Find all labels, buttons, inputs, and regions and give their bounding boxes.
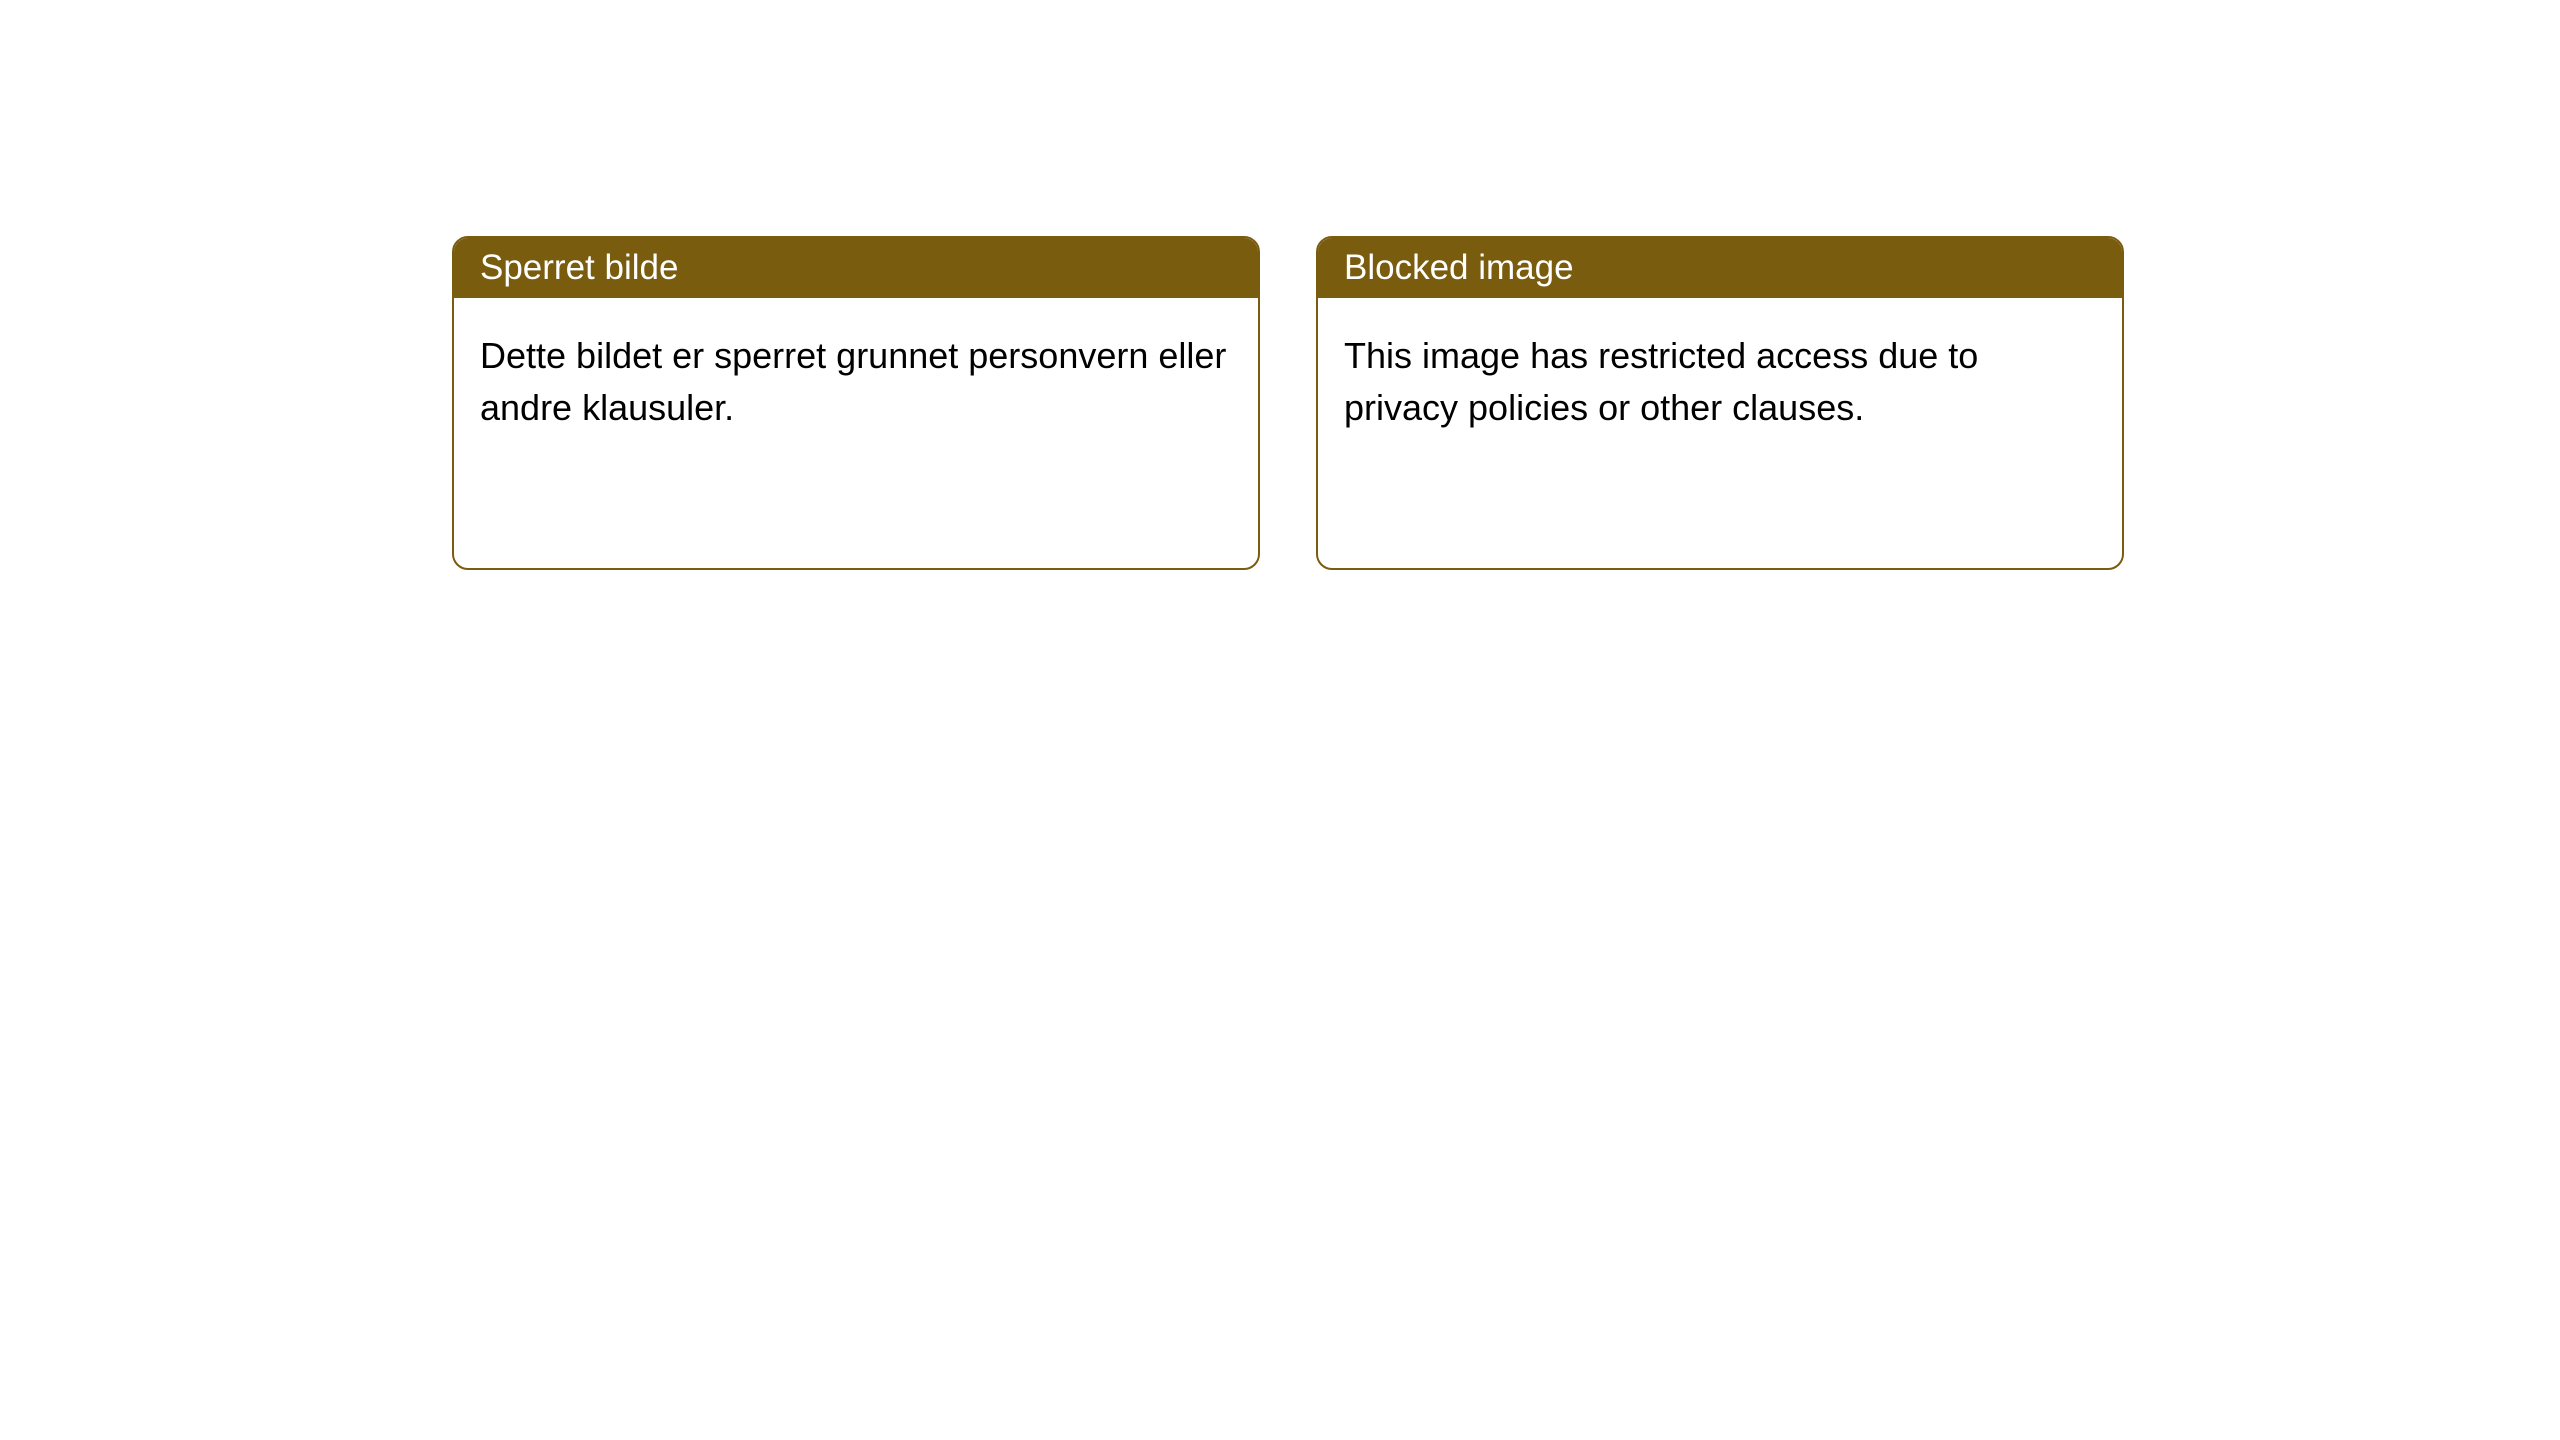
- notice-card-no: Sperret bilde Dette bildet er sperret gr…: [452, 236, 1260, 570]
- notice-card-body: This image has restricted access due to …: [1318, 298, 2122, 568]
- notice-card-header: Sperret bilde: [454, 238, 1258, 298]
- notice-card-body: Dette bildet er sperret grunnet personve…: [454, 298, 1258, 568]
- notice-container: Sperret bilde Dette bildet er sperret gr…: [0, 0, 2560, 570]
- notice-card-header: Blocked image: [1318, 238, 2122, 298]
- notice-card-en: Blocked image This image has restricted …: [1316, 236, 2124, 570]
